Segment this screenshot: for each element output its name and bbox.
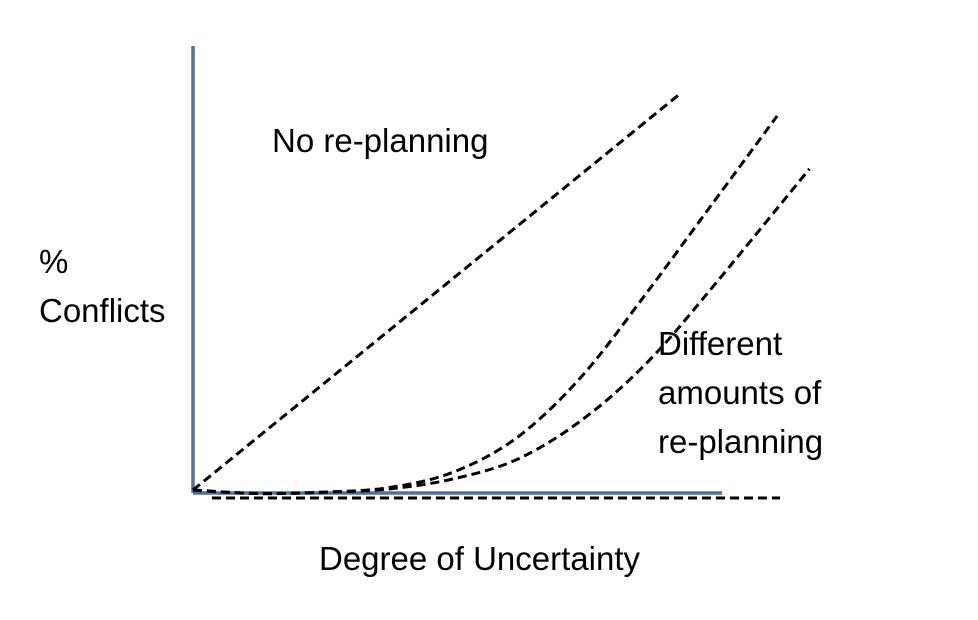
y-axis-label-line-2: Conflicts [39,292,166,329]
annotation-different-line-1: Different [658,325,782,362]
series-layer [192,92,811,496]
series-line-3 [192,167,811,496]
y-axis-label-line-1: % [39,243,68,280]
annotation-different-line-3: re-planning [658,423,823,460]
x-axis-label: Degree of Uncertainty [319,540,640,577]
annotation-different-line-2: amounts of [658,374,822,411]
annotation-no-replanning: No re-planning [272,122,488,159]
